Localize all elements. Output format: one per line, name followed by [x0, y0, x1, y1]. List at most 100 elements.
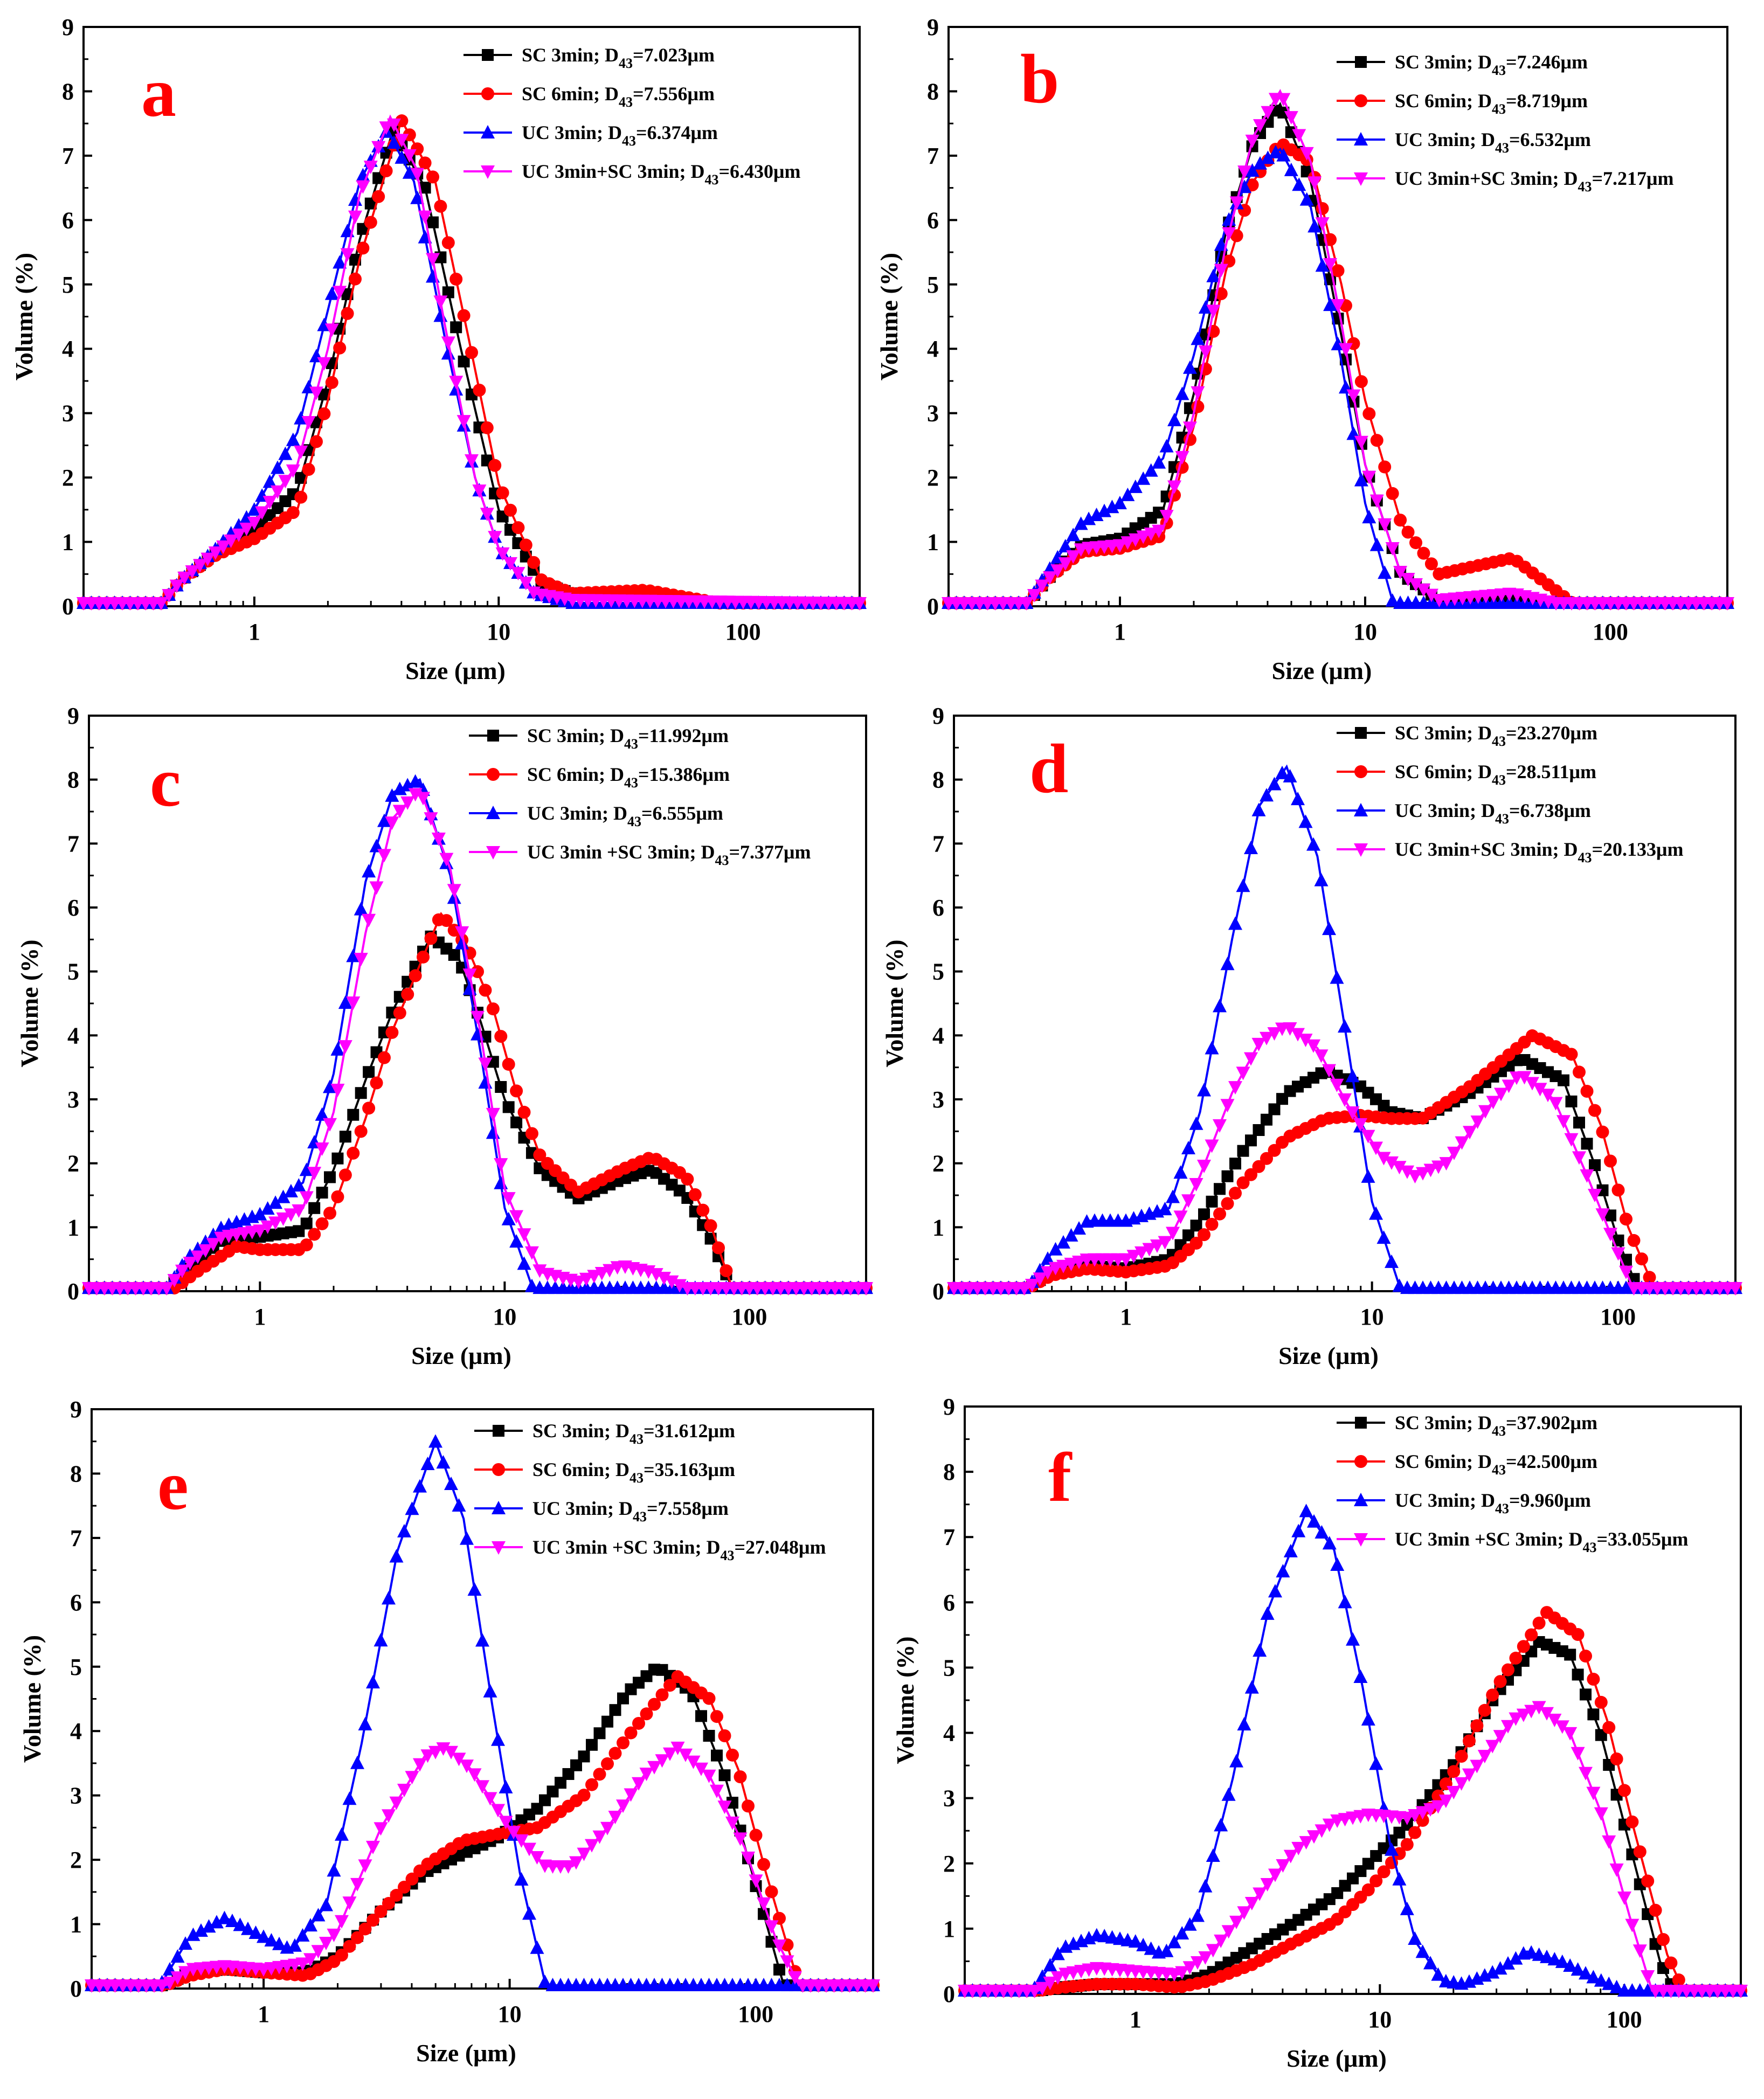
data-point: [1041, 1251, 1055, 1265]
data-point: [401, 988, 414, 1001]
data-point: [387, 135, 401, 149]
legend-label-subscript: 43: [1495, 140, 1509, 156]
data-point: [262, 474, 277, 488]
data-point: [1244, 1896, 1259, 1910]
y-tick-label: 9: [927, 14, 939, 40]
data-point: [433, 295, 448, 309]
data-point: [1189, 1178, 1203, 1192]
data-point: [395, 114, 409, 128]
data-point: [1221, 1170, 1234, 1182]
data-point: [624, 1788, 638, 1802]
data-point: [1025, 1278, 1039, 1292]
data-point: [339, 1131, 351, 1143]
data-point: [1214, 264, 1228, 278]
data-point: [495, 1081, 507, 1093]
data-point: [866, 1979, 880, 1993]
data-point: [382, 1809, 396, 1823]
x-axis-title: Size (μm): [416, 2039, 516, 2067]
legend-marker: [481, 165, 495, 179]
data-point: [455, 926, 469, 940]
data-point: [1633, 1845, 1647, 1859]
data-point: [1579, 1650, 1592, 1663]
y-tick-label: 4: [70, 1718, 82, 1744]
data-point: [307, 1167, 322, 1181]
data-point: [1221, 1197, 1234, 1210]
data-point: [1720, 597, 1734, 611]
data-point: [268, 1195, 283, 1209]
data-point: [538, 1975, 552, 1989]
y-tick-label: 5: [932, 959, 944, 985]
data-point: [757, 1897, 771, 1911]
data-point: [1493, 1675, 1507, 1688]
legend-label-value: =35.163μm: [644, 1459, 735, 1480]
data-point: [1728, 1282, 1742, 1296]
data-point: [177, 571, 192, 585]
y-tick-label: 4: [62, 336, 74, 362]
data-point: [308, 1202, 321, 1214]
data-point: [1033, 1272, 1047, 1286]
data-point: [1260, 788, 1274, 802]
data-point: [1043, 1976, 1057, 1990]
data-point: [1074, 516, 1088, 530]
data-point: [257, 1929, 271, 1943]
data-point: [710, 1784, 724, 1798]
data-point: [1509, 1712, 1523, 1726]
data-point: [183, 1257, 197, 1271]
legend-label: UC 3min+SC 3min; D43=7.217μm: [1395, 168, 1673, 195]
data-point: [569, 1856, 583, 1870]
legend-marker: [486, 806, 500, 819]
data-point: [1604, 1209, 1616, 1222]
data-point: [1400, 1165, 1414, 1179]
data-point: [483, 1792, 497, 1806]
legend-label-main: SC 3min; D: [1395, 722, 1492, 744]
data-point: [389, 1549, 404, 1563]
data-point: [374, 1905, 388, 1918]
data-point: [264, 1933, 279, 1947]
data-point: [389, 1796, 404, 1810]
legend-entry: UC 3min; D43=6.555μm: [469, 802, 723, 829]
legend-label-subscript: 43: [627, 814, 641, 829]
data-point: [509, 1210, 524, 1224]
data-point: [405, 1501, 419, 1515]
legend-entry: UC 3min+SC 3min; D43=20.133μm: [1337, 839, 1683, 865]
data-point: [356, 241, 370, 255]
data-point: [1253, 1887, 1267, 1901]
y-tick-label: 7: [62, 143, 74, 169]
data-point: [193, 559, 207, 573]
data-point: [694, 1762, 708, 1776]
data-point: [309, 386, 323, 400]
data-point: [408, 788, 423, 802]
data-point: [1541, 1089, 1555, 1103]
data-point: [471, 1010, 485, 1024]
data-point: [486, 1107, 500, 1121]
data-point: [1064, 1257, 1078, 1271]
data-point: [1213, 1207, 1226, 1221]
x-axis-title: Size (μm): [1272, 657, 1372, 684]
data-point: [1191, 331, 1205, 345]
data-point: [1043, 1958, 1057, 1972]
data-point: [749, 1828, 763, 1842]
data-point: [1439, 1157, 1454, 1171]
data-point: [1602, 1835, 1616, 1849]
data-point: [1066, 550, 1081, 564]
legend-label-main: UC 3min+SC 3min; D: [1395, 839, 1578, 860]
legend-label-value: =6.430μm: [719, 161, 801, 182]
legend-entry: SC 3min; D43=37.902μm: [1337, 1412, 1597, 1439]
data-point: [428, 1434, 442, 1448]
series-circle: [77, 114, 866, 610]
data-point: [1299, 147, 1314, 161]
y-tick-label: 5: [927, 272, 939, 298]
data-point: [670, 1741, 685, 1755]
data-point: [268, 1216, 283, 1230]
y-tick-label: 9: [943, 1394, 955, 1420]
data-point: [323, 1079, 337, 1093]
data-point: [765, 1936, 778, 1948]
data-point: [1244, 1680, 1259, 1694]
y-axis-title: Volume (%): [875, 253, 903, 380]
y-tick-label: 7: [927, 143, 939, 169]
data-point: [1377, 1865, 1391, 1879]
data-point: [510, 1084, 523, 1098]
data-point: [1415, 1806, 1430, 1820]
data-point: [1431, 1160, 1445, 1174]
legend-marker: [1354, 1455, 1367, 1468]
